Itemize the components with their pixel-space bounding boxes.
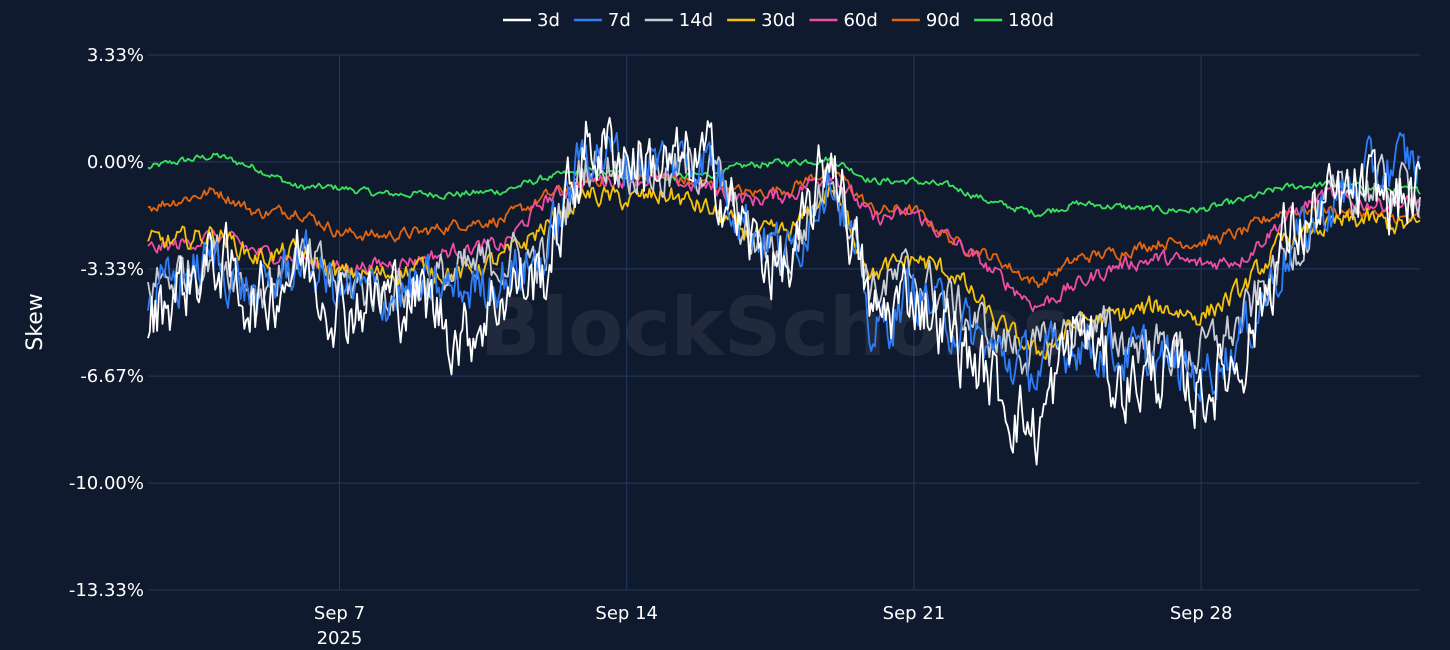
x-axis: Sep 7 2025 Sep 14 Sep 21 Sep 28: [314, 603, 1233, 649]
legend-label-180d: 180d: [1008, 10, 1054, 31]
x-tick-label: Sep 28: [1170, 603, 1233, 624]
legend-label-60d: 60d: [843, 10, 877, 31]
legend: 3d 7d 14d 30d 60d 90d 180d: [503, 10, 1054, 31]
legend-label-90d: 90d: [926, 10, 960, 31]
series-line-180d: [147, 152, 1421, 218]
watermark: BlockScholes: [480, 281, 1070, 374]
series-layer: [147, 116, 1421, 466]
series-line-60d: [147, 171, 1421, 313]
x-tick-label: 2025: [317, 628, 363, 649]
x-tick-label: Sep 7: [314, 603, 365, 624]
legend-label-30d: 30d: [761, 10, 795, 31]
legend-label-7d: 7d: [608, 10, 631, 31]
y-axis-title: Skew: [23, 293, 48, 350]
y-tick-label: -6.67%: [80, 366, 144, 387]
legend-label-14d: 14d: [679, 10, 713, 31]
y-tick-label: 3.33%: [87, 45, 144, 66]
x-tick-label: Sep 21: [883, 603, 946, 624]
y-tick-label: -3.33%: [80, 259, 144, 280]
y-axis: 3.33% 0.00% -3.33% -6.67% -10.00% -13.33%: [69, 45, 144, 601]
y-tick-label: -10.00%: [69, 473, 144, 494]
series-line-3d: [147, 116, 1421, 466]
y-tick-label: -13.33%: [69, 580, 144, 601]
series-line-90d: [147, 160, 1421, 289]
legend-label-3d: 3d: [537, 10, 560, 31]
y-tick-label: 0.00%: [87, 152, 144, 173]
x-tick-label: Sep 14: [595, 603, 658, 624]
